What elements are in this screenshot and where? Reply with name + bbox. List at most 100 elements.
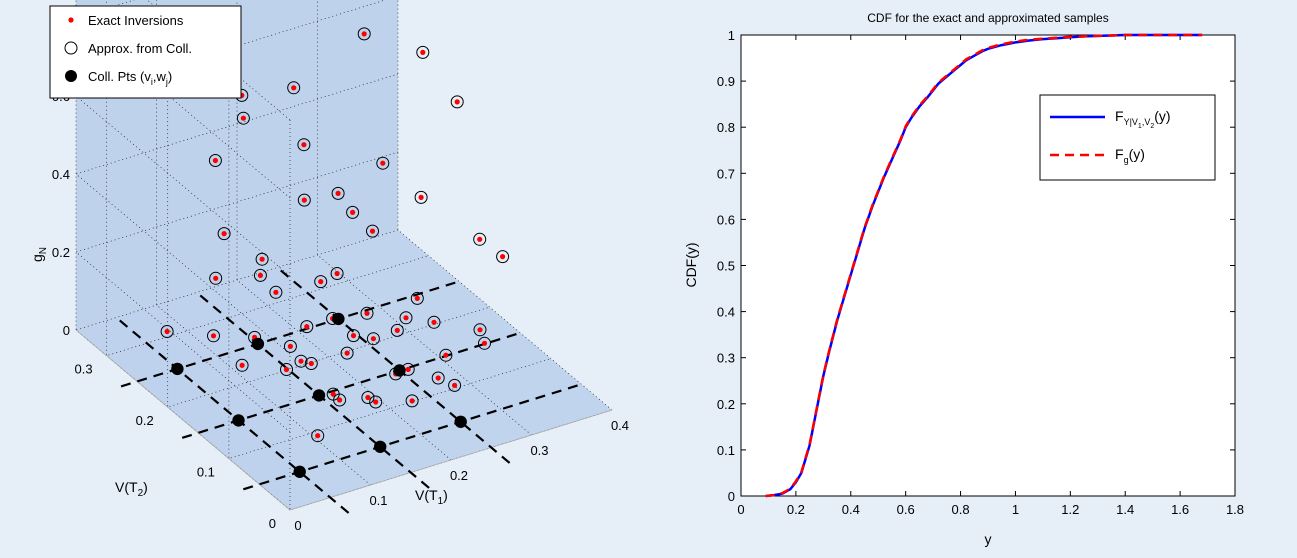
x-tick-label: 0.1 — [369, 493, 387, 508]
exact-point — [240, 115, 246, 121]
x-axis-line — [289, 409, 613, 511]
exact-point — [369, 228, 376, 234]
approx-point — [473, 323, 487, 337]
approx-point — [390, 323, 404, 337]
exact-point — [365, 394, 371, 401]
collocation-point — [332, 312, 345, 326]
approx-point — [297, 138, 311, 152]
legend-label-approx: Approx. from Coll. — [88, 41, 192, 56]
y-axis-label: V(T2) — [115, 479, 148, 499]
x-tick-label: 0.8 — [952, 502, 970, 517]
legend-label-fy: FY|V1,V2(y) — [1115, 108, 1171, 130]
exact-point — [477, 327, 483, 333]
y-tick-label: 0.5 — [717, 259, 735, 274]
exact-point — [370, 336, 376, 342]
exact-point — [337, 397, 343, 403]
y-axis-line — [75, 329, 291, 511]
collocation-point — [374, 440, 387, 453]
exact-point — [301, 197, 307, 203]
exact-point — [350, 209, 356, 215]
approx-point — [209, 271, 223, 285]
exact-point — [350, 333, 357, 339]
approx-point — [439, 348, 453, 362]
x-tick-label: 0 — [737, 502, 744, 517]
legend-cdf: FY|V1,V2(y) Fg(y) — [1039, 94, 1216, 181]
exact-point — [452, 382, 458, 388]
exact-point — [212, 157, 218, 164]
legend-label-exact: Exact Inversions — [88, 13, 184, 28]
exact-point — [318, 279, 324, 285]
approx-point — [473, 232, 487, 246]
exact-point — [273, 289, 279, 295]
exact-point — [420, 49, 426, 56]
legend-open-circle-icon — [64, 41, 78, 55]
exact-point — [373, 399, 379, 405]
exact-point — [409, 398, 415, 404]
y-tick-label: 0.2 — [717, 397, 735, 412]
approx-point — [361, 391, 375, 404]
cdf-series-lines — [765, 33, 1203, 498]
collocation-point — [454, 415, 467, 428]
exact-point — [477, 236, 483, 242]
approx-point — [330, 267, 344, 280]
exact-point — [330, 391, 336, 397]
exact-point — [394, 327, 400, 333]
approx-point — [450, 95, 464, 109]
exact-point — [334, 270, 340, 277]
y-tick-label: 0.6 — [717, 212, 735, 227]
x-tick-label: 1.8 — [1226, 502, 1244, 517]
legend-3d: Exact Inversions Approx. from Coll. Coll… — [49, 5, 242, 99]
x-axis-label: V(T1) — [415, 487, 448, 507]
exact-point — [315, 433, 321, 439]
approx-point — [366, 224, 379, 238]
approx-point — [414, 190, 428, 204]
approx-point — [347, 329, 360, 343]
approx-point — [331, 186, 345, 200]
y-tick-label: 1 — [728, 28, 735, 43]
exact-point — [257, 272, 263, 278]
collocation-point — [393, 364, 406, 377]
x-tick-label: 0.6 — [897, 502, 915, 517]
approx-point — [399, 311, 413, 325]
approx-point — [496, 250, 510, 264]
approx-point — [340, 346, 354, 360]
x-tick-label: 0.3 — [530, 443, 548, 458]
x-tick-label: 1.2 — [1061, 502, 1079, 517]
exact-point — [361, 31, 367, 37]
exact-point — [210, 333, 217, 339]
approx-point — [314, 275, 328, 289]
approx-point — [287, 81, 301, 95]
y-tick-label: 0.7 — [717, 166, 735, 181]
grid-line-z — [75, 73, 399, 355]
chart-title: CDF for the exact and approximated sampl… — [867, 11, 1108, 25]
approx-point — [311, 429, 325, 443]
y-tick-label: 0.9 — [717, 74, 735, 89]
approx-point — [208, 154, 222, 167]
approx-point — [431, 371, 445, 385]
exact-point — [435, 375, 441, 381]
approx-point — [217, 227, 231, 241]
y-tick-label: 0.1 — [717, 443, 735, 458]
x-tick-label: 1.4 — [1116, 502, 1134, 517]
approx-point — [235, 358, 249, 372]
exact-point — [500, 254, 506, 260]
approx-point — [283, 339, 297, 353]
x-tick-label: 0.4 — [611, 418, 629, 433]
approx-point — [427, 315, 441, 329]
exact-point — [364, 310, 370, 316]
approx-point — [269, 285, 283, 299]
z-axis-label: gN — [29, 247, 49, 262]
exact-point — [418, 194, 424, 200]
exact-point — [414, 295, 420, 301]
exact-point — [283, 366, 290, 373]
y-tick-label: 0.2 — [136, 413, 154, 428]
legend-label-coll: Coll. Pts (vi,wj) — [88, 69, 172, 87]
exact-point — [335, 190, 341, 196]
approx-point — [369, 395, 383, 409]
z-tick-label: 0 — [63, 323, 70, 338]
grid-line-z — [75, 0, 387, 277]
x-tick-label: 0.4 — [842, 502, 860, 517]
collocation-point — [293, 465, 306, 478]
